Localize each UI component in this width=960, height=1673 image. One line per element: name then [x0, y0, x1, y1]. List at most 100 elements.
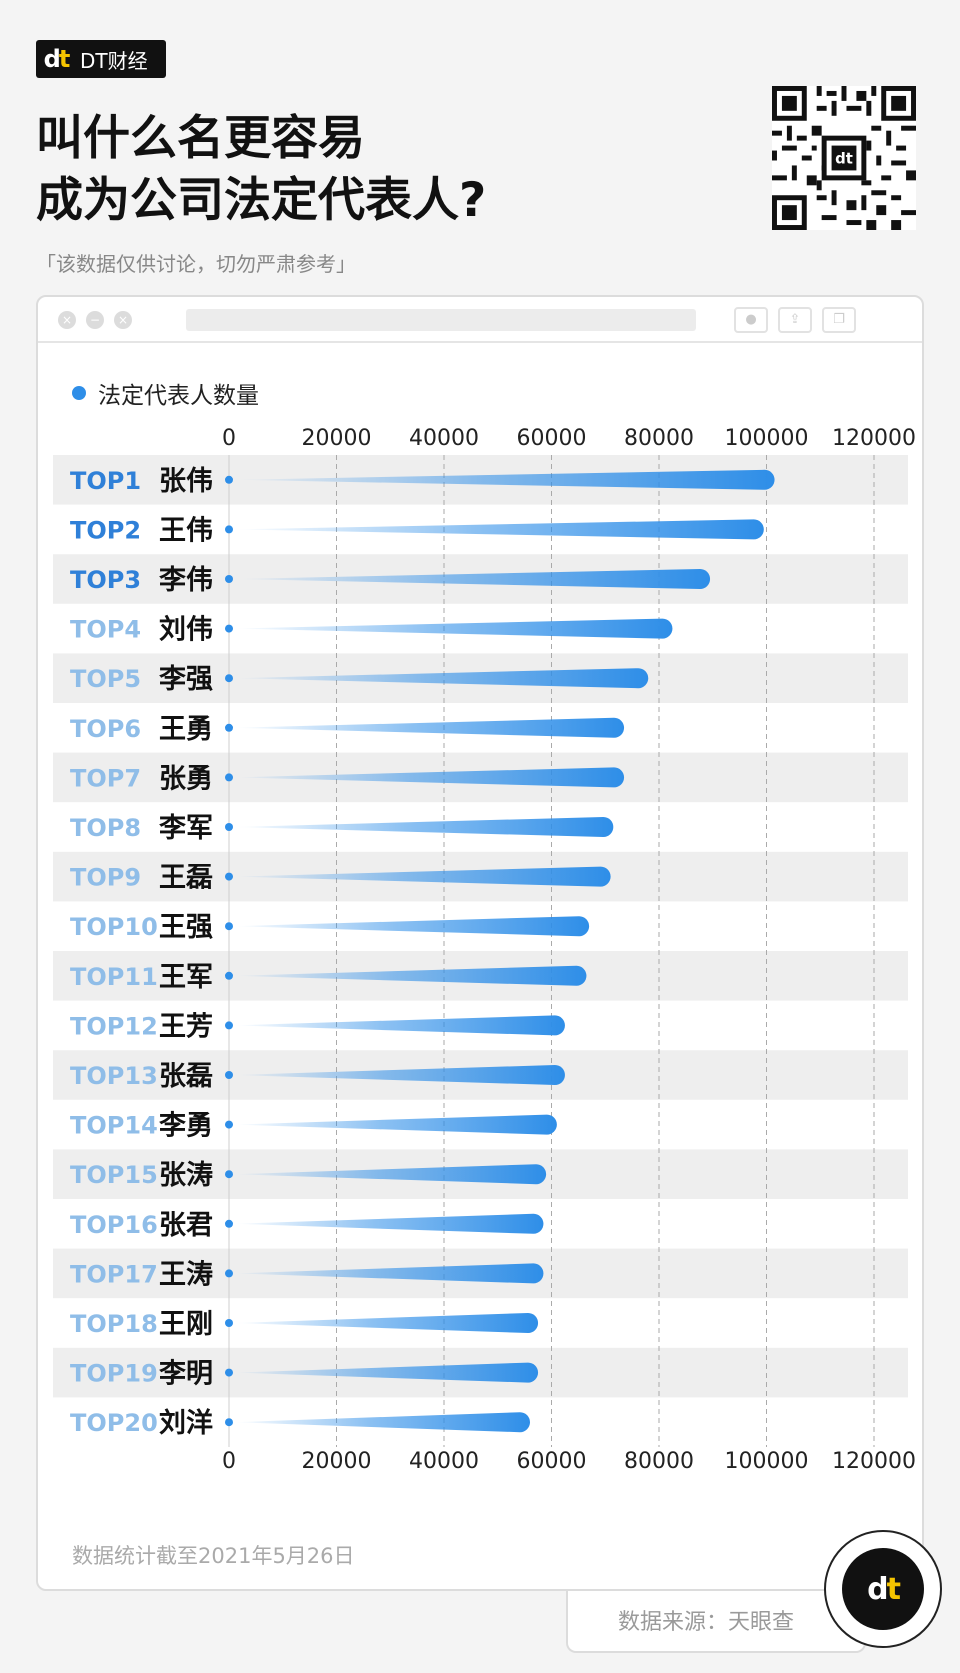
- x-tick-label-top: 40000: [409, 426, 479, 451]
- name-label: 李勇: [158, 1111, 213, 1142]
- rank-label: TOP15: [70, 1161, 158, 1189]
- name-label: 王军: [159, 962, 213, 993]
- bar-start-dot: [225, 922, 233, 931]
- x-tick-label-bottom: 100000: [725, 1449, 809, 1474]
- chart-legend: 法定代表人数量: [72, 376, 259, 410]
- rank-label: TOP4: [70, 616, 141, 644]
- rank-label: TOP13: [70, 1062, 158, 1090]
- bar: [235, 717, 625, 738]
- bar: [235, 1313, 539, 1333]
- bar-start-dot: [225, 1418, 233, 1427]
- bar: [235, 1164, 547, 1185]
- bar-start-dot: [225, 1319, 233, 1327]
- x-tick-label-bottom: 0: [222, 1449, 236, 1474]
- rank-label: TOP10: [70, 913, 158, 941]
- x-tick-label-bottom: 120000: [832, 1449, 916, 1474]
- share-icon[interactable]: ⇪: [778, 307, 812, 333]
- bar-start-dot: [225, 1021, 233, 1030]
- bar: [235, 1114, 557, 1135]
- bar: [235, 1412, 530, 1433]
- name-label: 王伟: [159, 515, 213, 546]
- rank-label: TOP5: [70, 665, 141, 693]
- bar-start-dot: [225, 1120, 233, 1129]
- x-tick-label-bottom: 20000: [302, 1449, 372, 1474]
- bar: [235, 618, 673, 639]
- rank-label: TOP14: [70, 1112, 158, 1140]
- close-icon[interactable]: ×: [58, 311, 76, 329]
- bar-start-dot: [225, 1368, 233, 1377]
- name-label: 张磊: [159, 1061, 213, 1092]
- x-tick-label-bottom: 60000: [517, 1449, 587, 1474]
- rank-label: TOP1: [70, 467, 141, 495]
- bar: [235, 519, 764, 540]
- bar: [235, 817, 614, 837]
- name-label: 张君: [159, 1210, 213, 1241]
- bar-start-dot: [225, 1170, 233, 1179]
- bar-start-dot: [225, 1071, 233, 1079]
- subtitle: 「该数据仅供讨论，切勿严肃参考」: [36, 252, 356, 276]
- name-label: 王涛: [159, 1259, 213, 1290]
- bar-start-dot: [225, 475, 233, 484]
- name-label: 王强: [159, 912, 213, 943]
- rank-label: TOP9: [70, 864, 141, 892]
- bar-start-dot: [225, 773, 233, 782]
- rank-label: TOP2: [70, 516, 141, 544]
- name-label: 李明: [158, 1359, 213, 1390]
- bar: [235, 569, 711, 589]
- qr-code-icon: dt: [772, 86, 916, 230]
- name-label: 刘洋: [159, 1407, 213, 1439]
- brand-name: DT财经: [80, 48, 148, 73]
- x-tick-label-top: 60000: [517, 426, 587, 451]
- minimize-icon[interactable]: −: [86, 311, 104, 329]
- rank-label: TOP7: [70, 764, 141, 792]
- name-label: 王芳: [159, 1011, 213, 1042]
- copy-icon[interactable]: ❐: [822, 307, 856, 333]
- bar-start-dot: [225, 1269, 233, 1278]
- bar: [235, 965, 587, 986]
- bar-start-dot: [225, 674, 233, 683]
- x-tick-label-top: 120000: [832, 426, 916, 451]
- bar-start-dot: [225, 624, 233, 633]
- name-label: 李伟: [158, 565, 213, 596]
- rank-label: TOP18: [70, 1310, 158, 1338]
- name-label: 王刚: [159, 1309, 213, 1340]
- x-tick-label-bottom: 80000: [624, 1449, 694, 1474]
- bar: [235, 866, 611, 887]
- source-tab: [566, 1591, 866, 1653]
- bar: [235, 1362, 539, 1383]
- window-titlebar: × − × ● ⇪ ❐: [38, 297, 922, 343]
- address-bar[interactable]: [186, 309, 696, 331]
- rank-label: TOP6: [70, 715, 141, 743]
- rank-label: TOP8: [70, 814, 141, 842]
- bar-start-dot: [225, 723, 233, 732]
- bar-start-dot: [225, 525, 233, 534]
- bar-start-dot: [225, 971, 233, 980]
- page-title: 叫什么名更容易 成为公司法定代表人?: [36, 111, 487, 228]
- rank-label: TOP17: [70, 1260, 158, 1288]
- name-label: 张涛: [159, 1160, 213, 1191]
- x-tick-label-top: 20000: [302, 426, 372, 451]
- bar-start-dot: [225, 575, 233, 583]
- bar: [235, 668, 649, 689]
- rank-label: TOP20: [70, 1409, 158, 1437]
- bar-start-dot: [225, 872, 233, 881]
- name-label: 刘伟: [159, 615, 213, 646]
- maximize-icon[interactable]: ×: [114, 311, 132, 329]
- legend-label: 法定代表人数量: [98, 383, 259, 409]
- x-tick-label-top: 100000: [725, 426, 809, 451]
- bar-start-dot: [225, 1219, 233, 1228]
- bar: [235, 1263, 544, 1284]
- record-icon[interactable]: ●: [734, 307, 768, 333]
- name-label: 张勇: [159, 763, 213, 794]
- bar-start-dot: [225, 823, 233, 831]
- rank-label: TOP16: [70, 1211, 158, 1239]
- name-label: 王磊: [159, 863, 213, 894]
- x-tick-label-bottom: 40000: [409, 1449, 479, 1474]
- footnote: 数据统计截至2021年5月26日: [72, 1544, 355, 1568]
- bar: [235, 1015, 565, 1036]
- name-label: 张伟: [159, 466, 213, 497]
- rank-label: TOP19: [70, 1360, 158, 1388]
